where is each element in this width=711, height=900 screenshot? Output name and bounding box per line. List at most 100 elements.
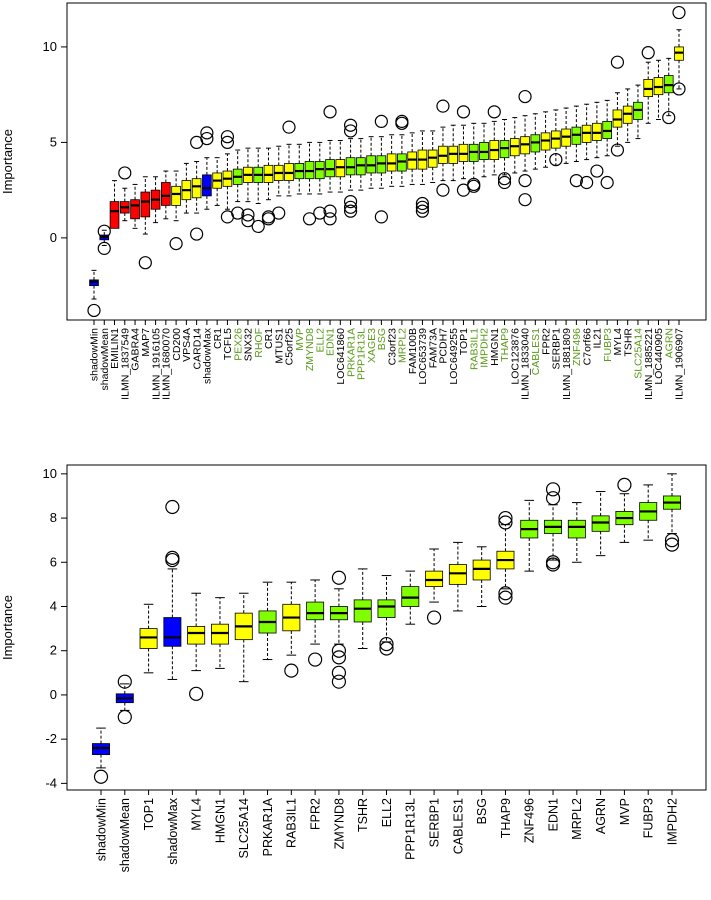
x-category-label: IMPDH2 [665, 798, 679, 845]
y-axis-label: Importance [0, 595, 15, 660]
y-tick-label: 6 [50, 554, 57, 569]
box-BSG [472, 559, 491, 581]
outlier-point [323, 204, 337, 218]
outlier-point [600, 175, 614, 190]
outlier-point [436, 99, 450, 113]
outlier-point [272, 206, 286, 220]
x-category-label: CARD14 [191, 328, 203, 370]
y-tick-label: -2 [45, 731, 57, 746]
x-category-label: LOC641860 [335, 328, 347, 385]
outlier-point [331, 674, 347, 689]
x-category-label: shadowMax [166, 797, 180, 864]
y-tick-label: 0 [50, 230, 57, 245]
box-MYL4 [187, 625, 206, 645]
outlier-point [169, 237, 183, 251]
x-category-label: ILMN_1881809 [561, 328, 573, 400]
outlier-point [415, 204, 430, 218]
top-boxplot-chart: 0 5 10 Importance shadowMinshadowMeanEMILIN1… [0, 2, 707, 400]
x-category-label: CD200 [171, 328, 183, 361]
outlier-point [374, 114, 388, 128]
x-category-label: shadowMin [94, 798, 108, 861]
outlier-point [241, 214, 255, 228]
x-category-label: LOC653739 [417, 328, 429, 385]
x-category-label: ELL2 [380, 798, 394, 827]
outlier-point [308, 652, 323, 667]
box-TSHR [353, 599, 372, 623]
outlier-point [610, 55, 625, 69]
x-category-label: CABLES1 [530, 328, 542, 375]
x-category-label: SLC25A14 [237, 798, 251, 859]
outlier-point [241, 208, 255, 222]
outlier-point [374, 210, 388, 224]
x-category-label: EDN1 [546, 798, 560, 831]
outlier-point [165, 550, 180, 565]
x-category-label: RHOF [253, 328, 265, 358]
box-shadowMax [202, 174, 212, 197]
x-category-label: ZNF496 [571, 328, 583, 366]
x-category-label: ILMN_1680070 [161, 328, 173, 400]
box-AGRN [591, 515, 610, 532]
outlier-point [518, 173, 532, 188]
x-category-label: SNX32 [243, 328, 255, 361]
outlier-point [662, 110, 676, 125]
box-CABLES1 [448, 564, 467, 585]
plot-frame [66, 464, 707, 791]
y-tick-label: 2 [50, 643, 57, 658]
outlier-point [436, 183, 450, 197]
outlier-point [343, 124, 358, 138]
outlier-point [251, 219, 265, 234]
outlier-point [487, 105, 501, 119]
x-category-label: LOC649255 [448, 328, 460, 385]
box-ELL2 [377, 599, 396, 618]
outlier-point [331, 570, 347, 585]
outlier-point [231, 206, 245, 220]
outlier-point [518, 89, 532, 104]
outlier-point [200, 131, 214, 146]
x-category-label: CR1 [263, 328, 275, 349]
y-tick-label: -4 [45, 775, 57, 790]
x-category-label: FAM73A [427, 328, 439, 368]
x-category-label: IMPDH2 [479, 328, 491, 368]
y-tick-label: 5 [50, 134, 57, 149]
x-category-label: ELL2 [314, 328, 326, 353]
x-category-label: LOC440905 [653, 328, 665, 385]
x-category-label: THAP9 [499, 328, 511, 362]
x-category-label: AGRN [663, 328, 675, 358]
box-MRPL2 [567, 519, 586, 539]
x-category-label: TOP1 [458, 328, 470, 355]
outlier-point [617, 477, 632, 492]
x-category-label: FPR2 [540, 328, 552, 355]
outlier-point [343, 118, 358, 132]
x-category-label: ZMYND8 [332, 798, 346, 849]
x-category-label: shadowMax [202, 327, 214, 384]
outlier-point [498, 590, 513, 605]
x-category-label: C3orf23 [386, 328, 398, 366]
box-GABRA4 [130, 199, 140, 220]
outlier-point [672, 5, 686, 20]
x-category-label: ILMN_1885221 [643, 328, 655, 400]
x-category-label: C5orf25 [284, 328, 296, 366]
outlier-point [549, 152, 563, 167]
x-category-label: SERBP1 [551, 328, 563, 370]
outlier-point [467, 177, 481, 192]
x-category-label: RAB3IL1 [285, 798, 299, 848]
outlier-point [664, 537, 680, 552]
box-SERBP1 [425, 570, 444, 587]
x-category-label: RAB3IL1 [468, 328, 480, 370]
y-tick-label: 8 [50, 510, 57, 525]
x-category-label: VPS4A [181, 328, 193, 362]
x-category-label: HMGN1 [213, 798, 227, 843]
box-shadowMin [92, 743, 110, 756]
box-CARD14 [191, 178, 202, 199]
y-tick-label: 10 [43, 39, 57, 54]
outlier-point [497, 172, 512, 186]
x-category-label: FUBP3 [642, 798, 656, 838]
outlier-point [343, 204, 358, 218]
x-category-label: PRKAR1A [261, 797, 275, 856]
outlier-point [415, 196, 430, 211]
outlier-point [220, 135, 235, 150]
x-category-label: AGRN [594, 798, 608, 834]
outlier-point [323, 105, 337, 119]
outlier-point [610, 143, 625, 157]
outlier-point [569, 173, 583, 188]
